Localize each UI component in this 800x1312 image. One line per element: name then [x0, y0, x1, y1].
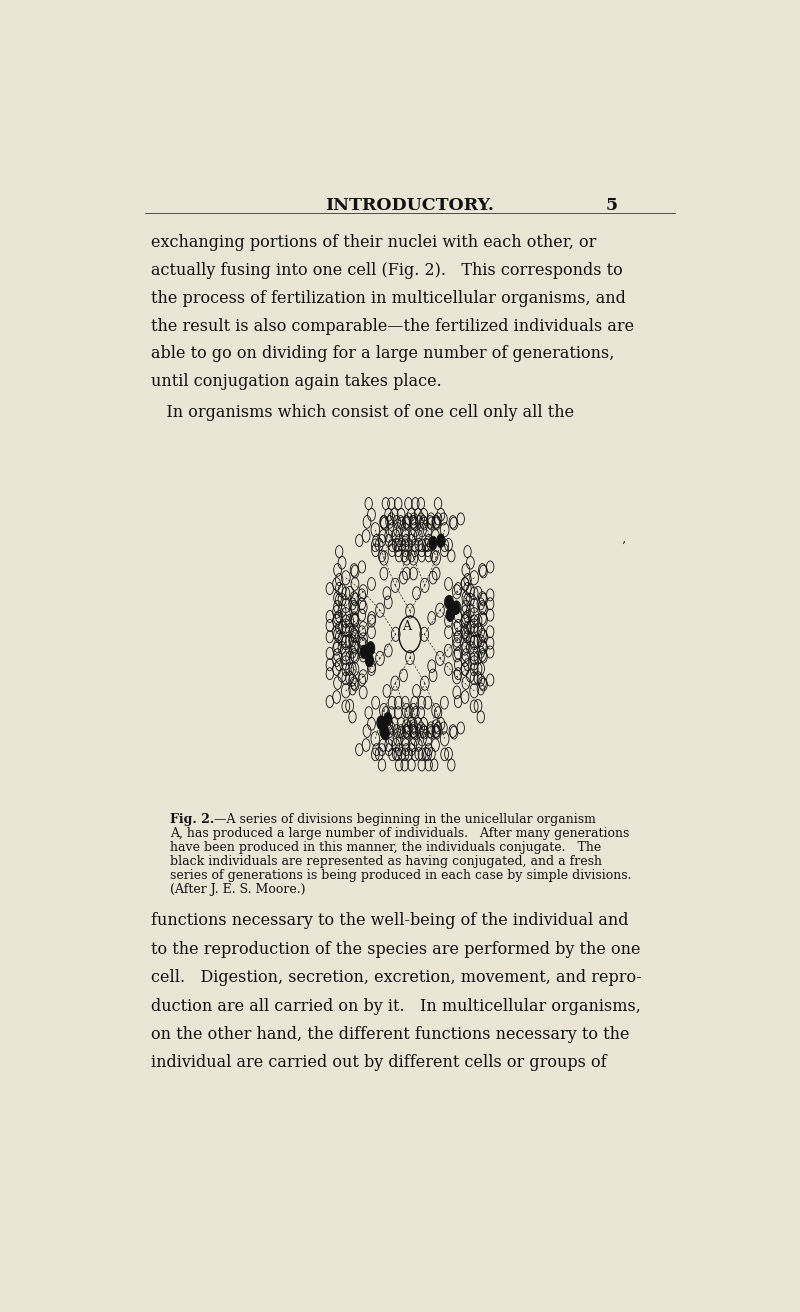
Text: able to go on dividing for a large number of generations,: able to go on dividing for a large numbe… [151, 345, 614, 362]
Text: ’: ’ [621, 541, 625, 554]
Circle shape [445, 596, 454, 609]
Text: cell.   Digestion, secretion, excretion, movement, and repro-: cell. Digestion, secretion, excretion, m… [151, 970, 642, 987]
Circle shape [360, 646, 368, 659]
Circle shape [429, 537, 437, 550]
Text: exchanging portions of their nuclei with each other, or: exchanging portions of their nuclei with… [151, 235, 596, 252]
Circle shape [437, 534, 445, 547]
Text: to the reproduction of the species are performed by the one: to the reproduction of the species are p… [151, 941, 640, 958]
Circle shape [452, 601, 460, 614]
Text: the result is also comparable—the fertilized individuals are: the result is also comparable—the fertil… [151, 318, 634, 335]
Text: duction are all carried on by it.   In multicellular organisms,: duction are all carried on by it. In mul… [151, 997, 641, 1014]
Circle shape [381, 727, 390, 740]
Text: black individuals are represented as having conjugated, and a fresh: black individuals are represented as hav… [170, 855, 602, 869]
Circle shape [384, 712, 392, 726]
Text: the process of fertilization in multicellular organisms, and: the process of fertilization in multicel… [151, 290, 626, 307]
Circle shape [377, 716, 385, 729]
Text: individual are carried out by different cells or groups of: individual are carried out by different … [151, 1055, 606, 1072]
Text: A: A [402, 619, 411, 632]
Text: A, has produced a large number of individuals.   After many generations: A, has produced a large number of indivi… [170, 828, 629, 841]
Text: until conjugation again takes place.: until conjugation again takes place. [151, 373, 442, 390]
Text: functions necessary to the well-being of the individual and: functions necessary to the well-being of… [151, 912, 628, 929]
Text: on the other hand, the different functions necessary to the: on the other hand, the different functio… [151, 1026, 630, 1043]
Text: In organisms which consist of one cell only all the: In organisms which consist of one cell o… [151, 404, 574, 421]
Text: actually fusing into one cell (Fig. 2).   This corresponds to: actually fusing into one cell (Fig. 2). … [151, 262, 622, 279]
Circle shape [366, 642, 375, 655]
Text: INTRODUCTORY.: INTRODUCTORY. [326, 198, 494, 214]
Text: 5: 5 [606, 198, 618, 214]
Text: Fig. 2.: Fig. 2. [170, 813, 214, 827]
Text: have been produced in this manner, the individuals conjugate.   The: have been produced in this manner, the i… [170, 841, 601, 854]
Text: —A series of divisions beginning in the unicellular organism: —A series of divisions beginning in the … [214, 813, 596, 827]
Text: series of generations is being produced in each case by simple divisions.: series of generations is being produced … [170, 869, 631, 882]
Circle shape [366, 653, 374, 666]
Circle shape [446, 607, 454, 622]
Text: (After J. E. S. Moore.): (After J. E. S. Moore.) [170, 883, 306, 896]
